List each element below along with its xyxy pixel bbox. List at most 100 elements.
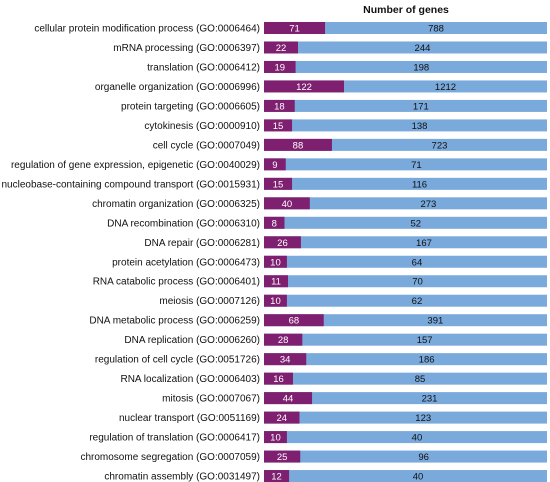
bar-row: cell cycle (GO:0007049) 88 723 <box>153 138 547 151</box>
category-label: RNA localization (GO:0006403) <box>120 374 260 385</box>
category-label: DNA metabolic process (GO:0006259) <box>89 316 260 327</box>
subset-bar <box>264 333 303 346</box>
subset-value-label: 88 <box>293 140 304 151</box>
subset-bar <box>264 80 344 93</box>
subset-value-label: 19 <box>274 62 285 73</box>
category-label: translation (GO:0006412) <box>147 62 260 73</box>
category-label: DNA recombination (GO:0006310) <box>107 218 260 229</box>
category-label: regulation of translation (GO:0006417) <box>89 433 260 444</box>
category-label: regulation of gene expression, epigeneti… <box>11 160 260 171</box>
subset-bar <box>264 450 301 463</box>
subset-value-label: 8 <box>272 218 277 229</box>
total-bar <box>264 392 547 405</box>
bar-row: RNA localization (GO:0006403) 16 85 <box>120 372 547 385</box>
subset-value-label: 26 <box>277 238 288 249</box>
bar-row: DNA replication (GO:0006260) 28 157 <box>124 333 547 346</box>
category-label: regulation of cell cycle (GO:0051726) <box>95 355 260 366</box>
category-label: chromatin organization (GO:0006325) <box>92 199 260 210</box>
subset-value-label: 11 <box>271 277 281 288</box>
subset-value-label: 68 <box>289 316 300 327</box>
total-value-label: 186 <box>419 355 435 366</box>
subset-value-label: 9 <box>272 160 277 171</box>
bar-row: regulation of gene expression, epigeneti… <box>11 158 547 171</box>
subset-bar <box>264 236 301 249</box>
subset-bar <box>264 372 293 385</box>
total-bar <box>264 119 547 132</box>
category-label: mitosis (GO:0007067) <box>162 394 260 405</box>
total-value-label: 231 <box>422 394 438 405</box>
total-bar <box>264 333 547 346</box>
subset-value-label: 71 <box>289 24 300 35</box>
total-bar <box>264 197 547 210</box>
total-value-label: 123 <box>415 413 431 424</box>
category-label: protein targeting (GO:0006605) <box>121 101 260 112</box>
category-label: cytokinesis (GO:0000910) <box>144 121 260 132</box>
subset-value-label: 34 <box>280 355 291 366</box>
subset-value-label: 10 <box>270 257 281 268</box>
total-bar <box>264 99 547 112</box>
total-bar <box>264 275 547 288</box>
total-value-label: 273 <box>420 199 436 210</box>
total-bar <box>264 470 547 482</box>
total-bar <box>264 294 547 307</box>
total-value-label: 40 <box>412 433 423 444</box>
subset-bar <box>264 392 313 405</box>
category-label: mRNA processing (GO:0006397) <box>113 43 260 54</box>
category-label: chromosome segregation (GO:0007059) <box>80 452 260 463</box>
subset-bar <box>264 431 287 444</box>
total-value-label: 70 <box>412 277 423 288</box>
subset-bar <box>264 22 326 34</box>
subset-bar <box>264 411 300 424</box>
total-value-label: 244 <box>415 43 431 54</box>
bar-row: cellular protein modification process (G… <box>34 22 547 35</box>
total-bar <box>264 158 547 171</box>
subset-bar <box>264 275 289 288</box>
bar-row: protein targeting (GO:0006605) 18 171 <box>121 99 547 112</box>
bar-row: mRNA processing (GO:0006397) 22 244 <box>113 41 547 54</box>
total-bar <box>264 41 547 54</box>
total-value-label: 71 <box>411 160 422 171</box>
total-bar <box>264 255 547 268</box>
total-bar <box>264 22 547 34</box>
bar-row: chromatin assembly (GO:0031497) 12 40 <box>104 470 547 482</box>
bar-row: translation (GO:0006412) 19 198 <box>147 60 547 73</box>
total-value-label: 788 <box>428 24 444 35</box>
bar-row: regulation of translation (GO:0006417) 10… <box>89 431 547 444</box>
bar-row: nucleobase-containing compound transport… <box>2 177 547 190</box>
total-value-label: 96 <box>418 452 429 463</box>
total-bar <box>264 431 547 444</box>
total-value-label: 64 <box>412 257 423 268</box>
subset-bar <box>264 119 293 132</box>
subset-value-label: 16 <box>273 374 284 385</box>
bar-row: RNA catabolic process (GO:0006401) 11 70 <box>93 275 547 288</box>
subset-bar <box>264 60 296 73</box>
category-label: nucleobase-containing compound transport… <box>2 179 261 190</box>
bar-row: chromosome segregation (GO:0007059) 25 96 <box>80 450 547 463</box>
chart-title: Number of genes <box>363 4 449 16</box>
category-label: nuclear transport (GO:0051169) <box>119 413 260 424</box>
total-value-label: 1212 <box>435 82 456 93</box>
bar-row: DNA recombination (GO:0006310) 8 52 <box>107 216 547 229</box>
total-bar <box>264 372 547 385</box>
subset-bar <box>264 177 293 190</box>
subset-bar <box>264 314 324 327</box>
subset-value-label: 22 <box>276 43 287 54</box>
subset-value-label: 40 <box>282 199 293 210</box>
subset-bar <box>264 41 298 54</box>
total-value-label: 62 <box>412 296 423 307</box>
total-value-label: 157 <box>417 335 433 346</box>
subset-bar <box>264 216 285 229</box>
subset-bar <box>264 294 287 307</box>
subset-bar <box>264 138 332 151</box>
category-label: DNA repair (GO:0006281) <box>144 238 260 249</box>
subset-value-label: 15 <box>273 121 284 132</box>
subset-value-label: 44 <box>283 394 294 405</box>
bar-row: protein acetylation (GO:0006473) 10 64 <box>112 255 547 268</box>
bar-row: organelle organization (GO:0006996) 122 12… <box>95 80 547 93</box>
subset-bar <box>264 158 286 171</box>
bar-row: regulation of cell cycle (GO:0051726) 34 1… <box>95 353 547 366</box>
total-bar <box>264 314 547 327</box>
total-value-label: 138 <box>412 121 428 132</box>
subset-bar <box>264 470 290 482</box>
